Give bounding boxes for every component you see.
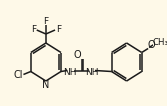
Text: Cl: Cl: [13, 70, 23, 80]
Text: O: O: [147, 40, 155, 50]
Text: F: F: [31, 26, 36, 34]
Text: F: F: [43, 17, 48, 26]
Text: F: F: [56, 26, 61, 34]
Text: NH: NH: [85, 68, 99, 77]
Text: N: N: [42, 80, 50, 89]
Text: CH₃: CH₃: [152, 38, 167, 47]
Text: O: O: [74, 50, 81, 60]
Text: NH: NH: [63, 68, 77, 77]
